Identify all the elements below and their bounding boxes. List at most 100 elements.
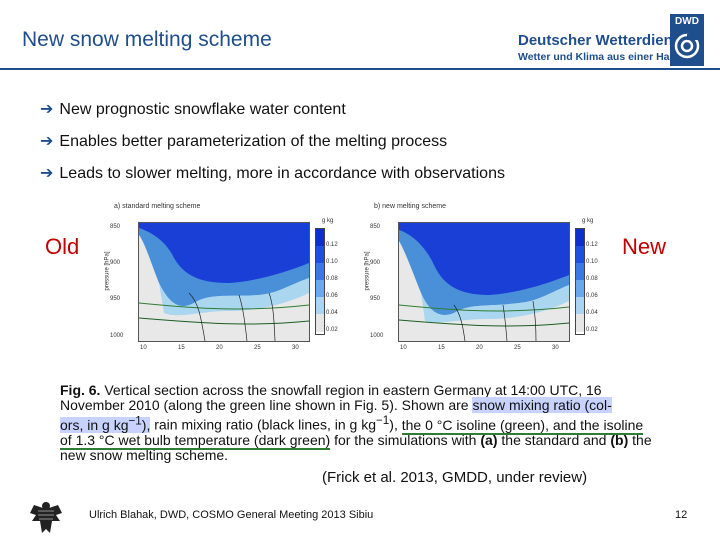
- spiral-icon: [674, 33, 700, 59]
- plot-y-label: pressure [hPa]: [104, 251, 111, 291]
- caption-underlined: the 0 °C isoline (green), and the isolin…: [401, 416, 644, 435]
- bullet-text: New prognostic snowflake water content: [59, 101, 346, 118]
- caption-bold: (b): [610, 431, 629, 448]
- x-tick: 10: [400, 345, 407, 351]
- x-tick: 25: [254, 345, 261, 351]
- plot-area: [138, 222, 310, 342]
- bullet-list: ➔ New prognostic snowflake water content …: [40, 99, 505, 195]
- arrow-icon: ➔: [40, 133, 54, 150]
- y-tick: 850: [370, 224, 381, 230]
- caption-text: rain mixing ratio (black lines, in g kg: [154, 416, 376, 433]
- colorbar-label: 0.04: [326, 310, 338, 316]
- x-tick: 20: [216, 345, 223, 351]
- bullet-text: Enables better parameterization of the m…: [59, 133, 448, 150]
- caption-text: the: [632, 431, 652, 448]
- y-tick: 900: [110, 260, 121, 266]
- caption-line: Fig. 6. Vertical section across the snow…: [60, 383, 660, 398]
- x-tick: 10: [140, 345, 147, 351]
- snow-field-image: [139, 223, 309, 341]
- colorbar-segment: [316, 246, 324, 263]
- caption-fig-label: Fig. 6.: [60, 382, 101, 398]
- caption-bold: (a): [480, 431, 498, 448]
- colorbar-segment: [316, 297, 324, 314]
- colorbar-label: 0.12: [586, 242, 598, 248]
- x-tick: 15: [438, 345, 445, 351]
- colorbar-label: 0.04: [586, 310, 598, 316]
- y-tick: 1000: [370, 333, 384, 339]
- caption-text: ors, in g kg: [60, 416, 129, 433]
- y-tick: 1000: [110, 333, 124, 339]
- citation: (Frick et al. 2013, GMDD, under review): [322, 469, 588, 486]
- y-tick: 850: [110, 224, 121, 230]
- arrow-icon: ➔: [40, 165, 54, 182]
- caption-text: new snow melting scheme.: [60, 446, 229, 463]
- caption-line: new snow melting scheme.: [60, 446, 660, 463]
- plot-new: b) new melting scheme pressure [hPa] 850…: [365, 200, 608, 362]
- caption-line: ors, in g kg−1), rain mixing ratio (blac…: [60, 414, 644, 435]
- plot-area: [398, 222, 570, 342]
- x-ticks: 10 15 20 25 30: [398, 345, 570, 355]
- x-tick: 25: [514, 345, 521, 351]
- caption-text: November 2010 (along the green line show…: [60, 397, 469, 413]
- colorbar-segment: [316, 263, 324, 280]
- colorbar-segment: [576, 229, 584, 246]
- caption-highlight: snow mixing ratio (col-: [472, 397, 612, 413]
- y-tick: 950: [370, 296, 381, 302]
- colorbar-segment: [316, 280, 324, 297]
- label-new: New: [622, 234, 667, 259]
- bullet-text: Leads to slower melting, more in accorda…: [59, 165, 505, 182]
- caption-highlight: ors, in g kg−1),: [60, 414, 151, 433]
- dwd-logo: DWD: [670, 14, 704, 66]
- plot-standard: a) standard melting scheme pressure [hPa…: [105, 200, 348, 362]
- colorbar-label: 0.10: [326, 259, 338, 265]
- colorbar-segment: [316, 314, 324, 332]
- caption-text: Vertical section across the snowfall reg…: [104, 382, 602, 398]
- bullet-item: ➔ New prognostic snowflake water content: [40, 99, 505, 131]
- plot-title: b) new melting scheme: [374, 203, 446, 210]
- org-name: Deutscher Wetterdienst: [518, 32, 687, 49]
- figure-caption: Fig. 6. Vertical section across the snow…: [60, 383, 660, 463]
- colorbar-label: 0.08: [326, 276, 338, 282]
- colorbar-label: 0.02: [326, 327, 338, 333]
- footer-text: Ulrich Blahak, DWD, COSMO General Meetin…: [89, 509, 374, 521]
- page-number: 12: [675, 509, 688, 521]
- caption-line: November 2010 (along the green line show…: [60, 397, 660, 413]
- snow-field-image: [399, 223, 569, 341]
- caption-superscript: −1: [128, 414, 142, 427]
- label-old: Old: [45, 234, 80, 259]
- colorbar-label: 0.06: [586, 293, 598, 299]
- colorbar: [575, 228, 585, 335]
- caption-underlined: of 1.3 °C wet bulb temperature (dark gre…: [60, 431, 331, 450]
- header-divider: [0, 68, 720, 70]
- colorbar-segment: [576, 280, 584, 297]
- colorbar: [315, 228, 325, 335]
- colorbar-segment: [576, 263, 584, 280]
- x-tick: 30: [552, 345, 559, 351]
- y-tick: 900: [370, 260, 381, 266]
- arrow-icon: ➔: [40, 101, 54, 118]
- colorbar-label: 0.08: [586, 276, 598, 282]
- plot-y-label: pressure [hPa]: [364, 251, 371, 291]
- colorbar-segment: [576, 246, 584, 263]
- caption-line: of 1.3 °C wet bulb temperature (dark gre…: [60, 431, 660, 450]
- federal-eagle-icon: [30, 502, 62, 533]
- caption-superscript: −1: [376, 414, 390, 427]
- slide-title: New snow melting scheme: [22, 28, 272, 51]
- colorbar-segment: [576, 314, 584, 332]
- x-tick: 20: [476, 345, 483, 351]
- org-tagline: Wetter und Klima aus einer Hand: [518, 51, 683, 63]
- colorbar-label: 0.02: [586, 327, 598, 333]
- x-tick: 30: [292, 345, 299, 351]
- y-tick: 950: [110, 296, 121, 302]
- x-tick: 15: [178, 345, 185, 351]
- colorbar-title: g kg: [582, 218, 594, 224]
- colorbar-segment: [576, 297, 584, 314]
- caption-text: the standard and: [501, 431, 607, 448]
- dwd-logo-text: DWD: [675, 16, 699, 27]
- bullet-item: ➔ Leads to slower melting, more in accord…: [40, 163, 505, 195]
- caption-text: for the simulations with: [334, 431, 477, 448]
- plot-title: a) standard melting scheme: [114, 203, 201, 210]
- colorbar-label: 0.10: [586, 259, 598, 265]
- colorbar-title: g kg: [322, 218, 334, 224]
- colorbar-label: 0.12: [326, 242, 338, 248]
